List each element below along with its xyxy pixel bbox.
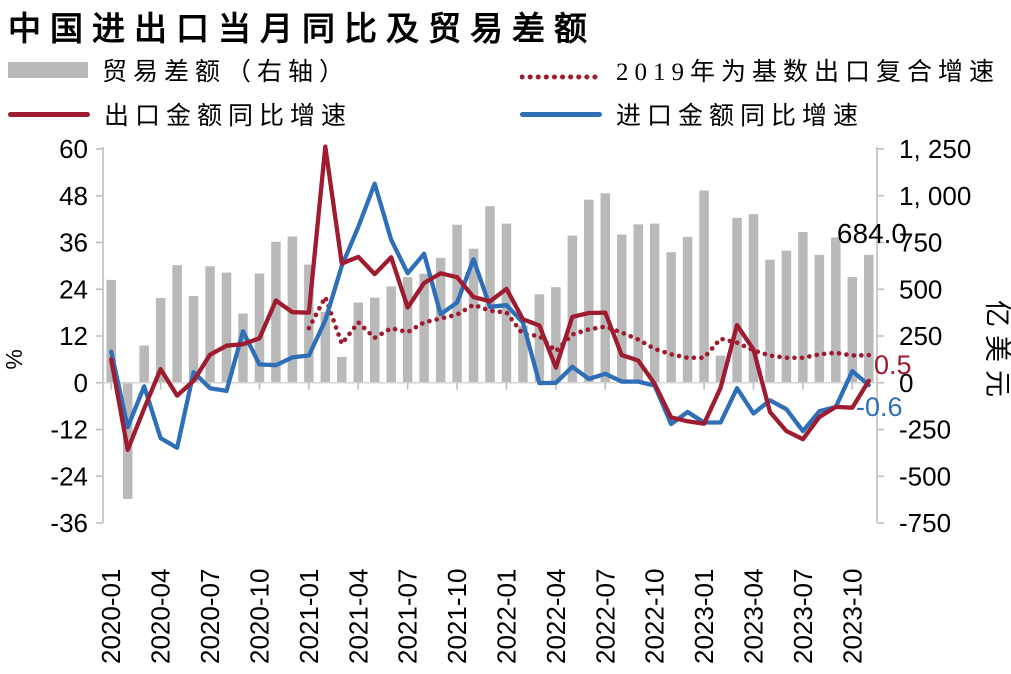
trade-balance-bars xyxy=(106,190,874,499)
x-axis-tick-label: 2020-04 xyxy=(146,569,176,664)
trade-balance-bar xyxy=(485,206,495,383)
import-growth-line xyxy=(109,181,871,450)
trade-balance-bar xyxy=(616,234,627,383)
x-axis-tick-label: 2020-01 xyxy=(96,569,126,664)
left-axis-tick-label: 36 xyxy=(59,228,88,258)
right-axis-tick-label: -500 xyxy=(899,461,951,491)
right-axis-title: 亿美元 xyxy=(982,300,1011,405)
legend-label-compound-growth: 2019年为基数出口复合增速 xyxy=(616,59,1001,86)
chart-title: 中国进出口当月同比及贸易差额 xyxy=(8,12,596,48)
trade-balance-bar xyxy=(847,277,858,383)
trade-balance-bar xyxy=(600,193,611,383)
trade-balance-bar xyxy=(781,250,792,383)
legend-label-export-growth: 出口金额同比增速 xyxy=(104,103,353,130)
x-axis-tick-label: 2021-04 xyxy=(343,569,373,664)
trade-balance-bar xyxy=(518,325,528,383)
compound-export-growth-line xyxy=(306,294,872,361)
trade-balance-bar xyxy=(221,272,232,383)
trade-balance-bar xyxy=(139,345,149,383)
left-axis-title: % xyxy=(1,349,27,369)
trade-balance-bar xyxy=(468,248,479,383)
x-axis-tick-label: 2022-10 xyxy=(640,569,670,664)
trade-balance-bar xyxy=(106,279,116,383)
trade-balance-bar xyxy=(649,223,660,383)
trade-balance-bar xyxy=(666,252,676,383)
legend-item-import-growth: 进口金额同比增速 xyxy=(520,96,864,132)
annotation-export-last: 0.5 xyxy=(874,350,912,380)
right-axis-tick-label: 750 xyxy=(899,228,942,258)
left-axis-tick-label: -12 xyxy=(50,415,88,445)
right-axis-tick-label: 250 xyxy=(899,321,942,351)
trade-balance-bar xyxy=(188,295,199,383)
trade-balance-bar xyxy=(172,265,182,383)
x-axis-tick-label: 2023-10 xyxy=(837,569,867,664)
x-axis-tick-label: 2022-01 xyxy=(491,569,521,664)
legend-label-import-growth: 进口金额同比增速 xyxy=(616,103,865,130)
trade-balance-bar xyxy=(864,254,874,383)
left-axis-tick-label: 24 xyxy=(59,274,88,304)
right-axis-tick-label: -250 xyxy=(899,415,951,445)
legend-item-export-growth: 出口金额同比增速 xyxy=(8,96,352,132)
trade-balance-bar xyxy=(435,257,446,383)
trade-balance-bar xyxy=(353,302,364,383)
left-axis-tick-label: 48 xyxy=(59,181,88,211)
trade-balance-bar xyxy=(419,273,429,383)
trade-balance-bar xyxy=(567,235,578,383)
trade-balance-bar xyxy=(814,254,825,383)
trade-balance-bar xyxy=(205,266,215,383)
trade-balance-bar xyxy=(699,190,709,383)
trade-balance-bar xyxy=(633,224,643,383)
trade-balance-bar xyxy=(715,355,726,383)
left-axis-tick-label: 60 xyxy=(59,134,88,164)
dotted-line-icon xyxy=(519,67,603,80)
right-axis-tick-label: 1, 000 xyxy=(899,181,971,211)
legend-label-trade-balance: 贸易差额（右轴） xyxy=(102,59,351,86)
trade-balance-bar xyxy=(765,259,775,383)
right-axis-tick-label: 500 xyxy=(899,274,942,304)
export-growth-line xyxy=(109,144,871,452)
x-axis-tick-label: 2023-01 xyxy=(689,569,719,664)
x-axis-tick-label: 2023-04 xyxy=(738,569,768,664)
trade-balance-bar xyxy=(337,356,347,383)
trade-balance-bar xyxy=(732,217,742,383)
solid-line-icon-export xyxy=(8,111,90,117)
x-axis-tick-label: 2021-01 xyxy=(294,569,324,664)
annotation-trade-balance-last: 684.0 xyxy=(837,218,907,249)
left-axis-tick-label: 0 xyxy=(74,368,88,398)
trade-balance-bar xyxy=(304,264,314,383)
x-axis-tick-label: 2021-10 xyxy=(442,569,472,664)
trade-balance-bar xyxy=(320,312,331,383)
legend-item-trade-balance: 贸易差额（右轴） xyxy=(8,52,350,88)
trade-balance-bar xyxy=(831,237,841,383)
trade-balance-bar xyxy=(369,297,380,383)
trade-balance-bar xyxy=(386,286,396,383)
x-axis-tick-label: 2022-07 xyxy=(590,569,620,664)
left-axis-tick-label: -24 xyxy=(50,461,88,491)
trade-balance-bar xyxy=(238,313,248,383)
bar-swatch-icon xyxy=(8,62,88,78)
right-axis-tick-label: 1, 250 xyxy=(899,134,971,164)
trade-balance-bar xyxy=(682,236,693,383)
trade-balance-bar xyxy=(798,232,808,383)
x-axis-tick-label: 2020-10 xyxy=(244,569,274,664)
trade-balance-bar xyxy=(584,199,594,383)
right-axis-tick-label: -750 xyxy=(899,508,951,538)
trade-balance-bar xyxy=(748,214,759,383)
trade-balance-bar xyxy=(155,298,166,383)
trade-balance-bar xyxy=(551,287,561,383)
left-axis-tick-label: 12 xyxy=(59,321,88,351)
trade-balance-bar xyxy=(254,273,265,383)
legend-item-compound-growth: 2019年为基数出口复合增速 xyxy=(519,52,1001,88)
x-axis-tick-label: 2020-07 xyxy=(195,569,225,664)
x-axis-tick-label: 2023-07 xyxy=(788,569,818,664)
left-axis-tick-label: -36 xyxy=(50,508,88,538)
right-axis-tick-label: 0 xyxy=(899,368,913,398)
x-axis-tick-label: 2022-04 xyxy=(541,569,571,664)
solid-line-icon-import xyxy=(520,111,602,117)
x-axis-tick-label: 2021-07 xyxy=(393,569,423,664)
annotation-import-last: -0.6 xyxy=(856,392,903,422)
trade-balance-bar xyxy=(271,241,281,383)
